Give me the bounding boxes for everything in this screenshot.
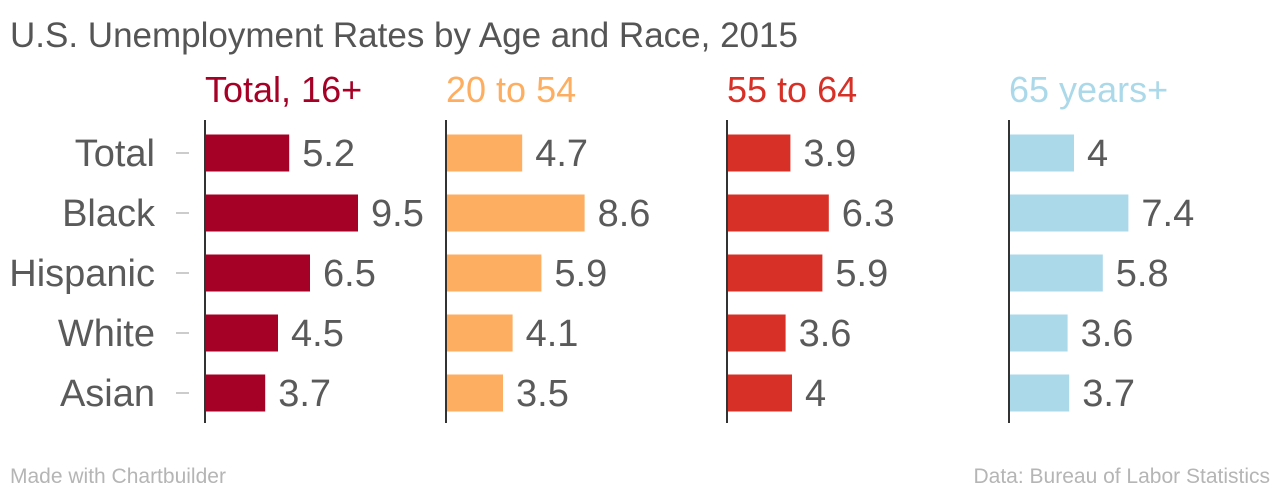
panel-3: 55 to 64 3.9 6.3 5.9 3.6 4 <box>726 69 895 423</box>
panel-2: 20 to 54 4.78.6 5.9 4.1 3.5 <box>445 69 651 423</box>
bar-value-label: 8.6 <box>598 193 651 235</box>
bar <box>728 374 792 412</box>
panel-4: 65 years+ 4 7.4 5.8 3.6 3.7 <box>1008 69 1194 423</box>
bar <box>447 314 513 352</box>
footer-source: Data: Bureau of Labor Statistics <box>974 465 1271 488</box>
category-label-black: Black <box>62 193 156 235</box>
category-label-total: Total <box>75 133 155 175</box>
bar <box>728 134 791 172</box>
panel-title: 65 years+ <box>1009 69 1168 110</box>
bar-value-label: 3.6 <box>799 313 852 355</box>
bar-value-label: 5.8 <box>1116 253 1169 295</box>
bar <box>728 254 823 292</box>
panel-title: 55 to 64 <box>727 69 857 110</box>
bar-value-label: 3.7 <box>278 373 331 415</box>
category-label-asian: Asian <box>60 373 155 415</box>
bar-value-label: 3.6 <box>1081 313 1134 355</box>
bar <box>447 254 542 292</box>
bar <box>1010 374 1070 412</box>
bar-value-label: 4 <box>805 373 826 415</box>
bar <box>1010 194 1129 232</box>
category-labels: Total Black Hispanic White Asian <box>9 133 189 415</box>
bar-value-label: 6.5 <box>323 253 376 295</box>
bar <box>206 374 266 412</box>
footer-credit: Made with Chartbuilder <box>10 465 226 488</box>
bar-value-label: 3.7 <box>1082 373 1135 415</box>
panel-1: Total, 16+ 5.2 9.5 6.5 4.5 3.7 <box>204 69 424 423</box>
bar-value-label: 3.9 <box>803 133 856 175</box>
bar <box>1010 254 1103 292</box>
bar-value-label: 3.5 <box>516 373 569 415</box>
bar-value-label: 7.4 <box>1141 193 1194 235</box>
bar <box>728 314 786 352</box>
bar-value-label: 4 <box>1087 133 1108 175</box>
bar <box>447 374 503 412</box>
bar <box>1010 134 1074 172</box>
bar-value-label: 4.5 <box>291 313 344 355</box>
bar <box>447 134 523 172</box>
category-label-white: White <box>58 313 155 355</box>
bar-value-label: 5.2 <box>302 133 355 175</box>
bar <box>206 134 290 172</box>
chart-title: U.S. Unemployment Rates by Age and Race,… <box>10 16 798 55</box>
bar-value-label: 5.9 <box>835 253 888 295</box>
bar-value-label: 4.1 <box>526 313 579 355</box>
bar <box>206 314 278 352</box>
bar-value-label: 5.9 <box>554 253 607 295</box>
bar <box>206 254 310 292</box>
panel-title: 20 to 54 <box>446 69 576 110</box>
bar <box>1010 314 1068 352</box>
bar-value-label: 6.3 <box>842 193 895 235</box>
bar-value-label: 9.5 <box>371 193 424 235</box>
bar-value-label: 4.7 <box>535 133 588 175</box>
bar <box>728 194 829 232</box>
bar <box>447 194 585 232</box>
bar <box>206 194 358 232</box>
panel-title: Total, 16+ <box>205 69 362 110</box>
category-label-hispanic: Hispanic <box>9 253 155 295</box>
panels: Total, 16+ 5.2 9.5 6.5 4.5 3.7 20 to 54 4.78.6 5… <box>204 69 1194 423</box>
